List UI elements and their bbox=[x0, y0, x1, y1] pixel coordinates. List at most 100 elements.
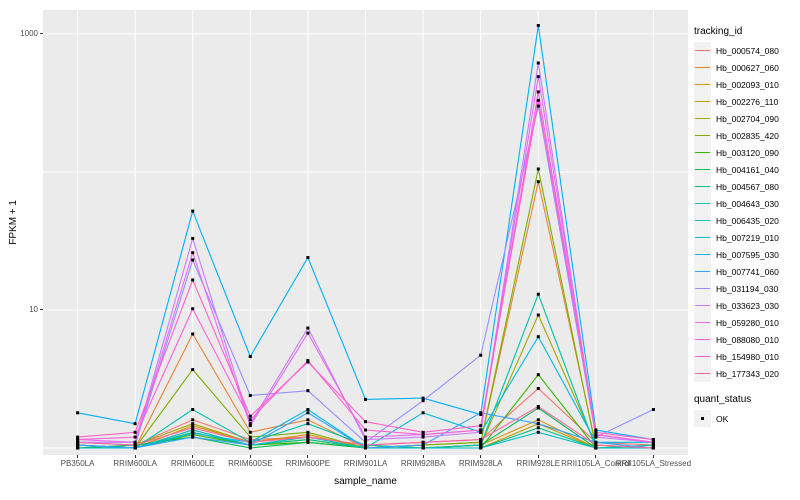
legend-key bbox=[694, 161, 711, 178]
legend-item-label: Hb_007741_060 bbox=[716, 266, 779, 277]
legend-item-Hb_002276_110: Hb_002276_110 bbox=[694, 93, 779, 110]
legend-key bbox=[694, 365, 711, 382]
x-tick-label: RRIM901LA bbox=[343, 459, 388, 468]
point-marker bbox=[191, 251, 195, 255]
x-tick-label: RRIM600PE bbox=[285, 459, 331, 468]
x-tick-mark bbox=[480, 455, 482, 458]
legend-key bbox=[694, 59, 711, 76]
point-marker bbox=[421, 396, 425, 400]
legend-item-label: Hb_154980_010 bbox=[716, 351, 779, 362]
point-marker bbox=[76, 443, 80, 447]
point-marker bbox=[536, 387, 540, 390]
point-marker bbox=[479, 440, 483, 444]
point-marker bbox=[306, 389, 310, 393]
point-marker bbox=[536, 90, 540, 94]
legend-key bbox=[694, 314, 711, 331]
legend-item-Hb_033623_030: Hb_033623_030 bbox=[694, 297, 779, 314]
legend-item-Hb_000627_060: Hb_000627_060 bbox=[694, 59, 779, 76]
point-marker bbox=[191, 418, 195, 422]
line-swatch-icon bbox=[695, 356, 710, 357]
point-marker bbox=[306, 418, 310, 422]
legend-item-Hb_002704_090: Hb_002704_090 bbox=[694, 110, 779, 127]
point-marker bbox=[306, 430, 310, 434]
legend-item-Hb_007219_010: Hb_007219_010 bbox=[694, 229, 779, 246]
point-marker bbox=[536, 313, 540, 317]
legend: tracking_id Hb_000574_080 Hb_000627_060 Hb… bbox=[694, 26, 779, 427]
legend-item-Hb_000574_080: Hb_000574_080 bbox=[694, 42, 779, 59]
point-marker bbox=[536, 75, 540, 79]
point-marker bbox=[133, 430, 137, 434]
legend-item-Hb_177343_020: Hb_177343_020 bbox=[694, 365, 779, 382]
y-tick-mark bbox=[40, 309, 43, 311]
point-marker bbox=[191, 424, 195, 428]
point-marker bbox=[248, 414, 252, 418]
line-swatch-icon bbox=[695, 237, 710, 238]
legend-item-Hb_003120_090: Hb_003120_090 bbox=[694, 144, 779, 161]
point-marker bbox=[191, 426, 195, 430]
x-tick-label: RRIM600SE bbox=[228, 459, 273, 468]
line-swatch-icon bbox=[695, 220, 710, 221]
legend-item-Hb_006435_020: Hb_006435_020 bbox=[694, 212, 779, 229]
point-marker bbox=[248, 422, 252, 426]
line-swatch-icon bbox=[695, 288, 710, 289]
point-marker bbox=[479, 438, 483, 442]
line-swatch-icon bbox=[695, 322, 710, 323]
point-marker bbox=[651, 408, 655, 411]
point-marker bbox=[191, 258, 195, 262]
point-marker bbox=[651, 446, 655, 450]
point-marker bbox=[536, 98, 540, 102]
point-marker bbox=[191, 422, 195, 426]
point-marker bbox=[594, 435, 598, 439]
point-marker bbox=[364, 446, 367, 450]
legend-item-Hb_007741_060: Hb_007741_060 bbox=[694, 263, 779, 280]
legend-item-label: Hb_002704_090 bbox=[716, 113, 779, 124]
legend-title-quant-status: quant_status bbox=[694, 394, 752, 405]
legend-tracking-id-items: Hb_000574_080 Hb_000627_060 Hb_002093_010 H… bbox=[694, 42, 779, 382]
point-marker bbox=[306, 435, 310, 439]
point-marker bbox=[364, 438, 367, 442]
legend-item-label: Hb_004161_040 bbox=[716, 164, 779, 175]
x-tick-mark bbox=[422, 455, 424, 458]
legend-item-Hb_004161_040: Hb_004161_040 bbox=[694, 161, 779, 178]
line-swatch-icon bbox=[695, 305, 710, 306]
x-tick-mark bbox=[134, 455, 136, 458]
point-marker bbox=[594, 446, 598, 450]
point-marker bbox=[536, 405, 540, 408]
point-marker bbox=[133, 446, 137, 450]
x-axis-title: sample_name bbox=[334, 476, 397, 487]
legend-item-Hb_007595_030: Hb_007595_030 bbox=[694, 246, 779, 263]
point-marker bbox=[248, 443, 252, 447]
point-marker bbox=[536, 24, 540, 27]
x-tick-mark bbox=[192, 455, 194, 458]
point-marker bbox=[248, 435, 252, 439]
point-marker bbox=[421, 446, 425, 450]
y-tick-label: 10 bbox=[29, 304, 38, 314]
point-marker bbox=[248, 438, 252, 442]
point-marker bbox=[76, 411, 80, 415]
point-marker bbox=[421, 433, 425, 437]
point-marker bbox=[421, 399, 425, 403]
line-swatch-icon bbox=[695, 84, 710, 85]
point-marker bbox=[421, 440, 425, 444]
point-marker bbox=[306, 326, 310, 330]
legend-item-Hb_088080_010: Hb_088080_010 bbox=[694, 331, 779, 348]
point-marker bbox=[536, 180, 540, 184]
legend-item-label: Hb_004567_080 bbox=[716, 181, 779, 192]
point-marker bbox=[536, 61, 540, 65]
legend-key bbox=[694, 144, 711, 161]
point-marker bbox=[536, 373, 540, 377]
point-marker bbox=[364, 435, 367, 439]
plot-canvas bbox=[43, 10, 688, 455]
point-marker bbox=[536, 418, 540, 422]
x-tick-label: RRIM600LA bbox=[113, 459, 157, 468]
point-marker bbox=[248, 418, 252, 422]
legend-item-label: Hb_007595_030 bbox=[716, 249, 779, 260]
point-marker bbox=[248, 440, 252, 444]
point-marker bbox=[536, 167, 540, 171]
legend-item-label: Hb_059280_010 bbox=[716, 317, 779, 328]
point-marker bbox=[191, 368, 195, 372]
line-swatch-icon bbox=[695, 339, 710, 340]
legend-item-Hb_059280_010: Hb_059280_010 bbox=[694, 314, 779, 331]
point-marker bbox=[191, 332, 195, 336]
point-marker bbox=[191, 278, 195, 282]
